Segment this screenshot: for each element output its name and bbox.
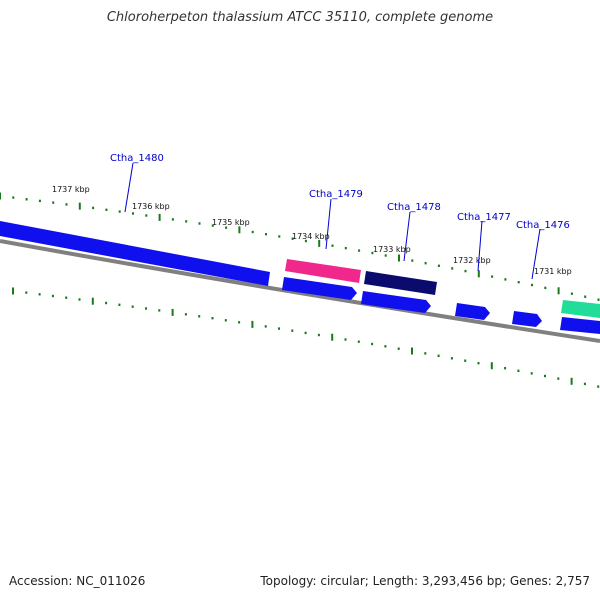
gene-label-leader <box>403 211 411 262</box>
scale-label: 1732 kbp <box>453 256 491 265</box>
scale-label: 1736 kbp <box>132 202 170 211</box>
gene-feature-ctha-1478[interactable] <box>364 271 437 295</box>
gene-feature-ctha-1480[interactable] <box>0 221 270 286</box>
scale-label: 1737 kbp <box>52 185 90 194</box>
gene-label[interactable]: Ctha_1477 <box>457 212 511 223</box>
gene-feature-ctha-1477[interactable] <box>455 303 490 320</box>
inner-tick-ring <box>12 287 600 388</box>
outer-tick-ring <box>0 192 600 301</box>
gene-label-leader <box>325 198 332 250</box>
gene-feature-reverse-2[interactable] <box>361 291 431 313</box>
gene-label-leader <box>531 228 541 280</box>
genome-backbone <box>0 239 600 343</box>
genome-summary-text: Topology: circular; Length: 3,293,456 bp… <box>260 574 590 588</box>
map-title: Chloroherpeton thalassium ATCC 35110, co… <box>106 10 494 25</box>
gene-feature-reverse-1[interactable] <box>282 277 357 300</box>
gene-label[interactable]: Ctha_1476 <box>516 220 570 231</box>
gene-label[interactable]: Ctha_1479 <box>309 189 363 200</box>
gene-feature-next[interactable] <box>561 300 600 318</box>
gene-feature-reverse-5[interactable] <box>560 317 600 334</box>
gene-label[interactable]: Ctha_1480 <box>110 153 164 164</box>
gene-feature-ctha-1476[interactable] <box>512 311 542 327</box>
gene-feature-ctha-1479[interactable] <box>285 259 361 283</box>
gene-label-leader <box>124 162 134 213</box>
scale-label: 1731 kbp <box>534 267 572 276</box>
accession-text: Accession: NC_011026 <box>9 574 146 588</box>
gene-label[interactable]: Ctha_1478 <box>387 202 441 213</box>
scale-label: 1735 kbp <box>212 218 250 227</box>
gene-label-leader <box>477 220 483 272</box>
scale-label: 1733 kbp <box>373 245 411 254</box>
scale-label: 1734 kbp <box>292 232 330 241</box>
